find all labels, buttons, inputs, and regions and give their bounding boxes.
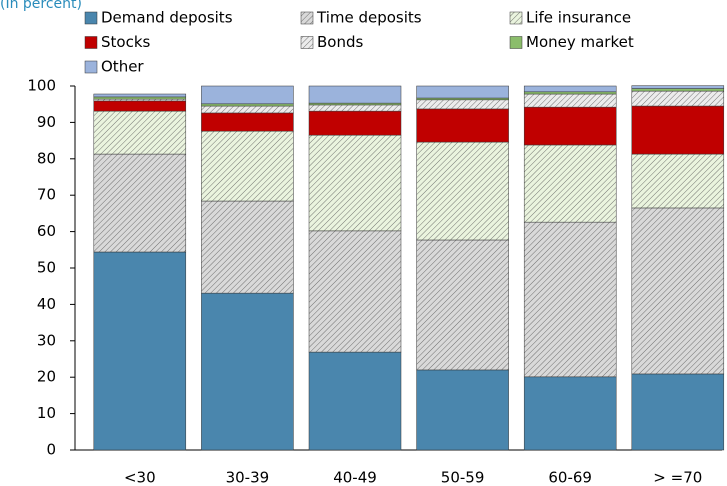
bar-segment <box>93 93 187 98</box>
bar-segment <box>201 105 294 114</box>
y-tick-label: 80 <box>37 149 56 167</box>
x-tick-label: 50-59 <box>441 469 485 486</box>
legend-label: Time deposits <box>316 9 422 27</box>
y-tick-label: 40 <box>37 295 56 313</box>
legend-label: Other <box>101 58 144 76</box>
bar-segment <box>523 85 617 93</box>
bar-segment <box>93 110 187 155</box>
bar-segment <box>308 230 402 353</box>
legend-swatch <box>509 11 523 25</box>
bar-segment <box>523 144 617 223</box>
bar-segment <box>631 207 725 375</box>
bar-segment <box>631 105 725 155</box>
bar-segment <box>631 85 725 89</box>
legend-label: Life insurance <box>526 9 631 27</box>
bar-segment <box>416 85 509 99</box>
bar-segment <box>631 88 725 92</box>
y-tick-label: 60 <box>37 222 56 240</box>
bar-segment <box>93 96 187 100</box>
bar-segment <box>308 104 402 112</box>
x-tick-label: 60-69 <box>548 469 592 486</box>
bar-segment <box>631 90 725 107</box>
bar-segment <box>308 110 402 136</box>
bar-segment <box>308 134 402 232</box>
bar-segment <box>93 100 187 112</box>
bar-segment <box>201 200 294 294</box>
x-tick-label: <30 <box>124 469 156 486</box>
y-tick-label: 20 <box>37 368 56 386</box>
bar-segment <box>308 102 402 106</box>
bar-segment <box>416 369 509 451</box>
y-tick-label: 90 <box>37 113 56 131</box>
y-tick-label: 50 <box>37 259 56 277</box>
x-tick-label: > =70 <box>653 469 702 486</box>
bar-segment <box>93 153 187 253</box>
legend-label: Bonds <box>317 33 363 51</box>
bar-segment <box>308 351 402 451</box>
bar-segment <box>416 108 509 143</box>
bar-segment <box>523 376 617 451</box>
bar-segment <box>201 112 294 132</box>
legend-swatch <box>84 36 98 49</box>
legend-swatch <box>300 11 314 25</box>
y-tick-label: 100 <box>27 77 56 95</box>
bar-segment <box>631 153 725 209</box>
legend-label: Money market <box>526 33 634 51</box>
y-tick-label: 30 <box>37 331 56 349</box>
legend-swatch <box>84 11 98 25</box>
bar-segment <box>416 239 509 371</box>
bar-segment <box>631 373 725 451</box>
legend-label: Demand deposits <box>101 9 233 27</box>
y-tick-label: 10 <box>37 404 56 422</box>
x-tick-label: 40-49 <box>333 469 377 486</box>
legend-swatch <box>84 60 98 74</box>
bar-segment <box>523 91 617 95</box>
y-tick-label: 0 <box>46 441 56 459</box>
legend-swatch <box>300 36 314 49</box>
chart-subtitle: (In percent) <box>0 0 82 12</box>
bar-segment <box>523 221 617 378</box>
legend-swatch <box>509 36 523 49</box>
bar-segment <box>201 130 294 202</box>
bar-segment <box>308 85 402 104</box>
bar-segment <box>416 97 509 101</box>
bar-segment <box>523 106 617 146</box>
bar-segment <box>523 93 617 108</box>
bar-segment <box>416 99 509 110</box>
bar-segment <box>201 292 294 451</box>
legend-label: Stocks <box>101 33 151 51</box>
x-tick-label: 30-39 <box>226 469 270 486</box>
bar-segment <box>201 103 294 107</box>
bar-segment <box>416 141 509 241</box>
y-tick-label: 70 <box>37 186 56 204</box>
bar-segment <box>93 251 187 451</box>
bar-segment <box>201 85 294 105</box>
bar-segment <box>93 98 187 102</box>
